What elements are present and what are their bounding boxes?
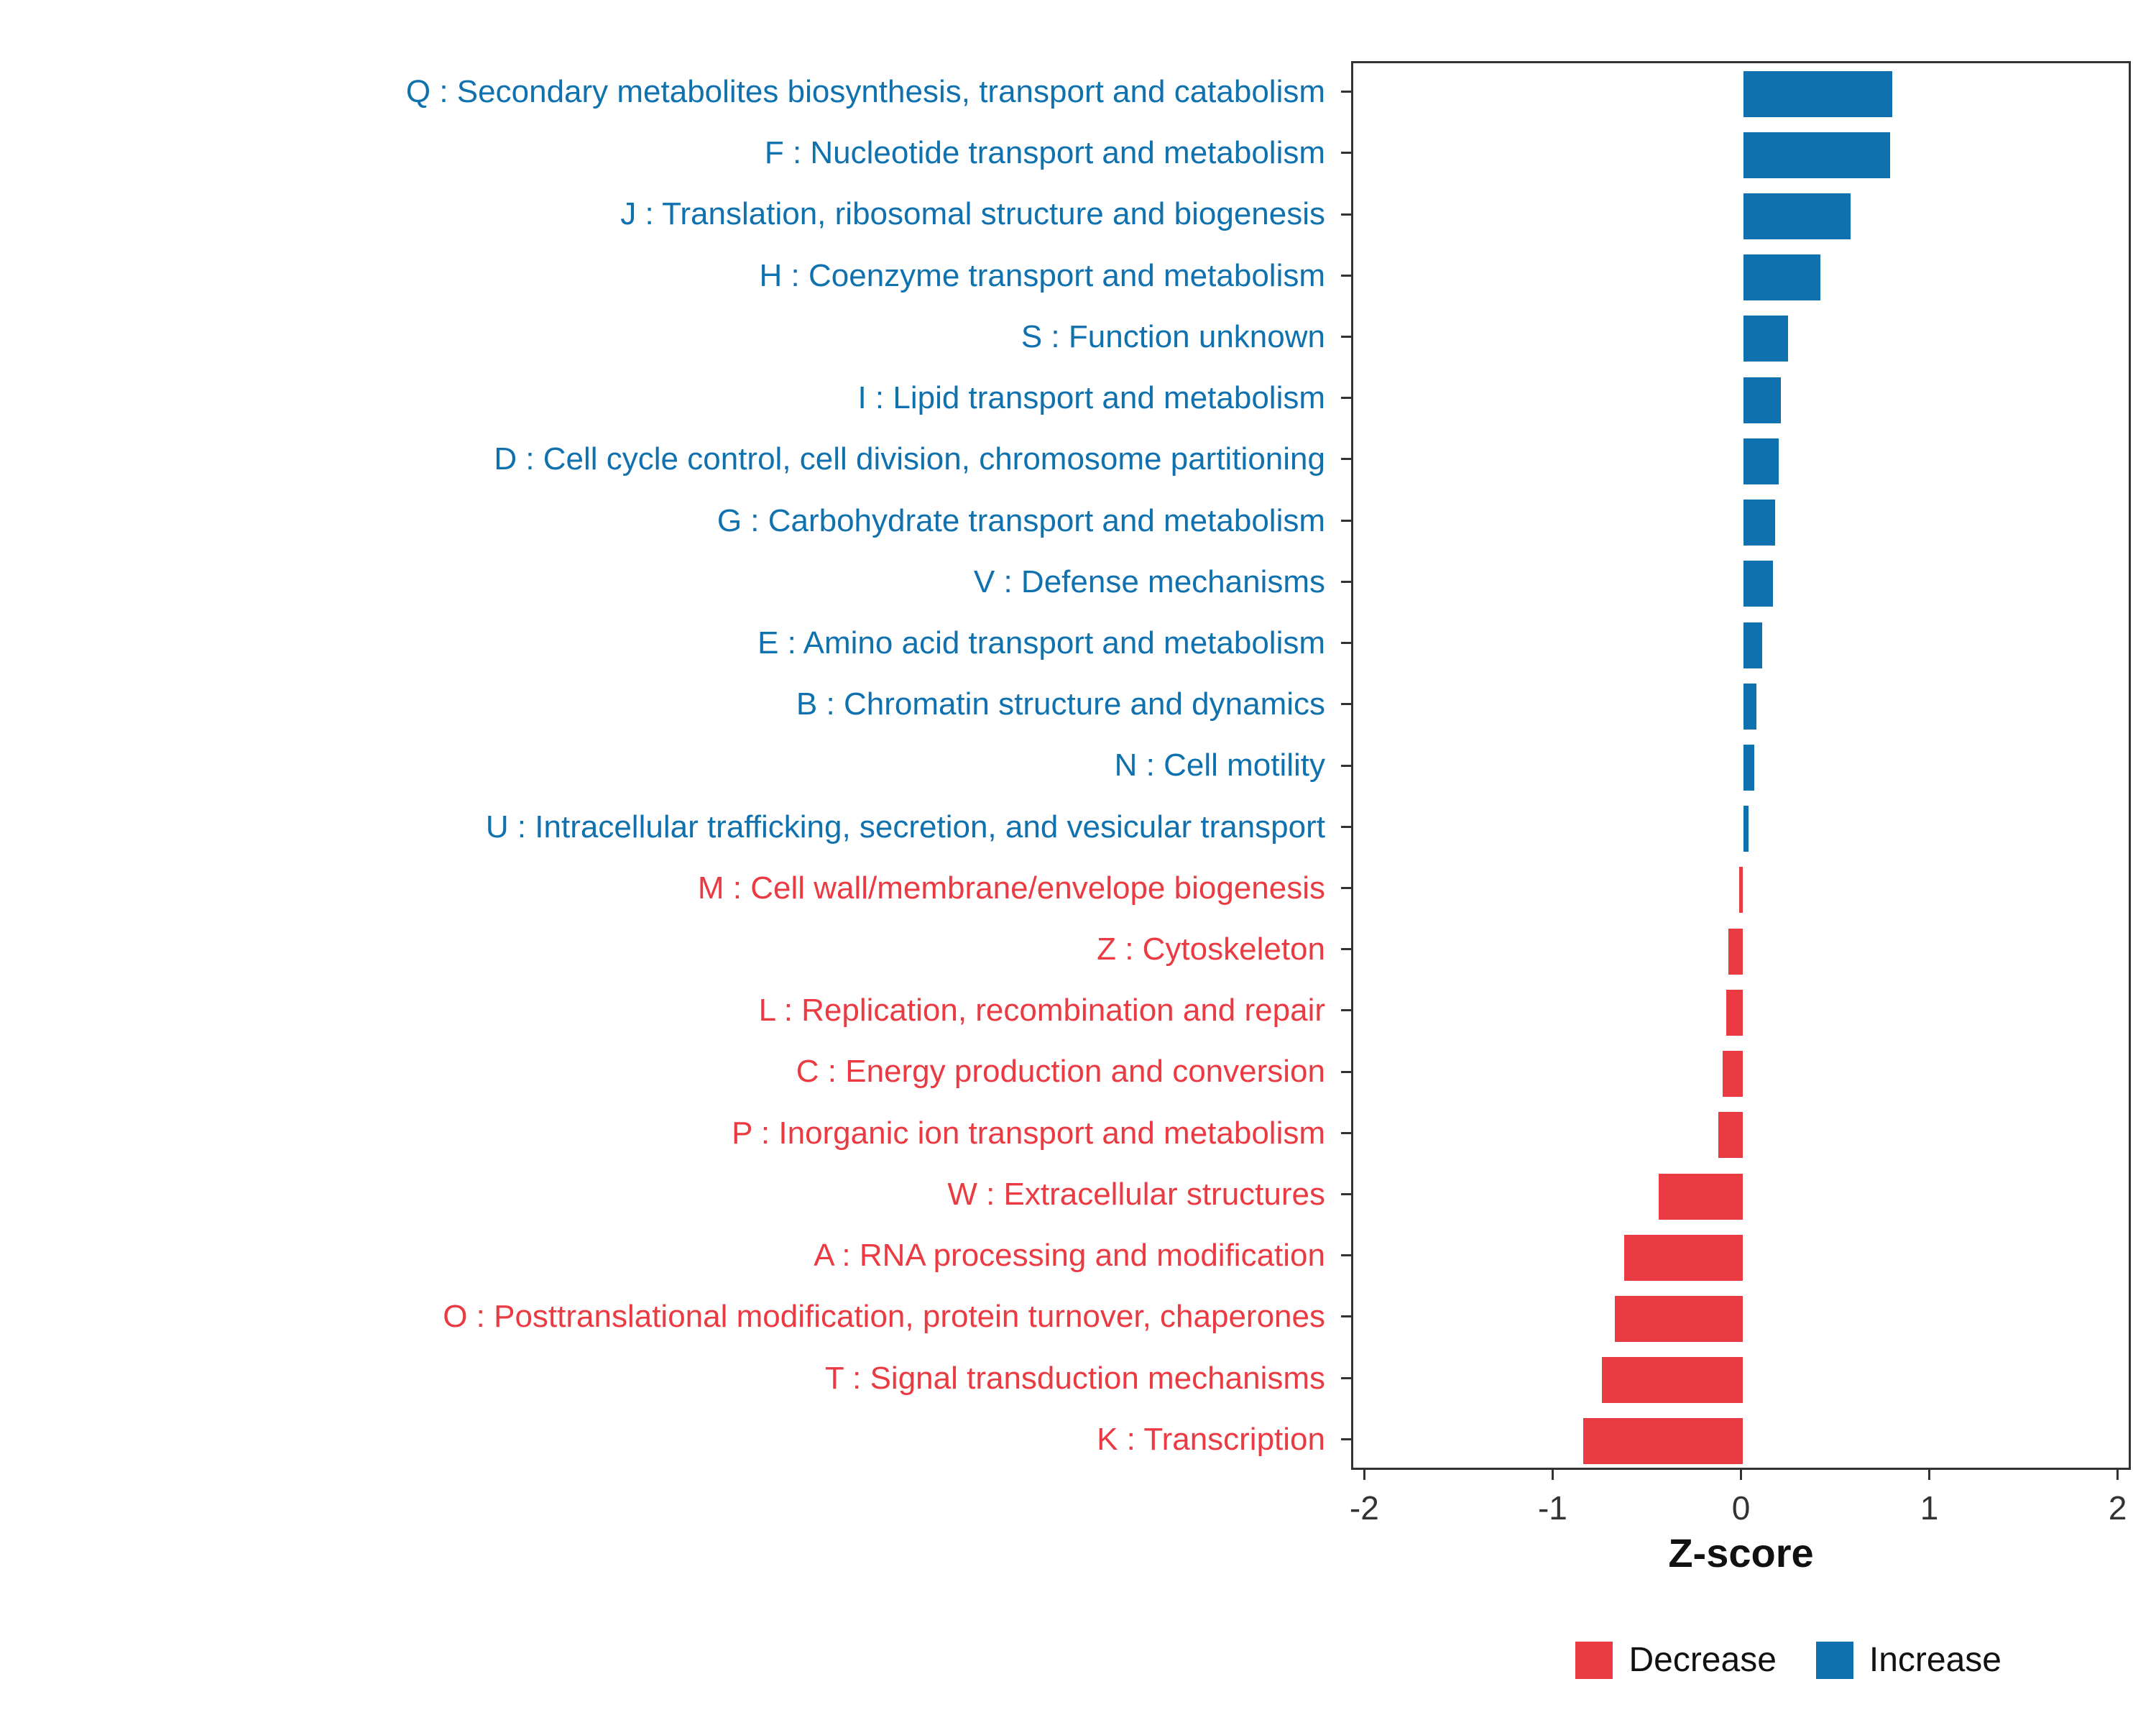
category-label: D : Cell cycle control, cell division, c…: [494, 441, 1325, 477]
y-tick-mark: [1341, 519, 1351, 522]
decrease-swatch-icon: [1575, 1641, 1613, 1679]
bar: [1718, 1112, 1743, 1159]
y-tick-mark: [1341, 1009, 1351, 1012]
bar: [1743, 806, 1749, 852]
y-tick-mark: [1341, 642, 1351, 645]
x-tick-label: -1: [1537, 1489, 1567, 1527]
category-label: O : Posttranslational modification, prot…: [443, 1299, 1325, 1335]
category-label: N : Cell motility: [1114, 748, 1325, 783]
bar: [1743, 316, 1789, 362]
bar: [1743, 438, 1779, 484]
bar: [1743, 561, 1774, 607]
category-label: G : Carbohydrate transport and metabolis…: [717, 502, 1325, 538]
bar: [1743, 193, 1851, 240]
bar: [1624, 1234, 1743, 1281]
bar: [1658, 1173, 1743, 1220]
bar: [1726, 989, 1743, 1036]
increase-swatch-icon: [1815, 1641, 1853, 1679]
y-tick-mark: [1341, 825, 1351, 828]
y-tick-mark: [1341, 152, 1351, 155]
category-label: Q : Secondary metabolites biosynthesis, …: [405, 74, 1325, 109]
y-tick-mark: [1341, 335, 1351, 338]
category-label: C : Energy production and conversion: [796, 1054, 1325, 1090]
category-label: L : Replication, recombination and repai…: [758, 993, 1325, 1029]
category-label: P : Inorganic ion transport and metaboli…: [732, 1115, 1325, 1151]
y-tick-mark: [1341, 1438, 1351, 1440]
bar: [1728, 928, 1743, 975]
y-tick-mark: [1341, 764, 1351, 767]
y-tick-mark: [1341, 948, 1351, 951]
x-tick-label: 0: [1731, 1489, 1751, 1527]
x-tick-mark: [1363, 1470, 1365, 1480]
bar: [1615, 1295, 1743, 1342]
y-tick-mark: [1341, 274, 1351, 277]
y-tick-mark: [1341, 886, 1351, 889]
bar: [1601, 1357, 1743, 1404]
bar: [1743, 70, 1892, 117]
bar: [1743, 745, 1755, 791]
bar: [1743, 622, 1762, 668]
category-label: I : Lipid transport and metabolism: [857, 380, 1325, 416]
legend-item-increase: Increase: [1815, 1640, 2001, 1680]
bar: [1739, 867, 1743, 914]
category-label: V : Defense mechanisms: [973, 564, 1325, 599]
bar: [1583, 1418, 1743, 1465]
legend-label-increase: Increase: [1869, 1641, 2001, 1679]
category-label: H : Coenzyme transport and metabolism: [759, 257, 1325, 293]
x-tick-mark: [2116, 1470, 2119, 1480]
y-tick-mark: [1341, 1315, 1351, 1318]
y-tick-mark: [1341, 703, 1351, 706]
bar: [1743, 377, 1781, 423]
y-tick-mark: [1341, 1254, 1351, 1257]
plot-panel: [1351, 61, 2131, 1470]
bar: [1743, 500, 1776, 546]
x-tick-mark: [1551, 1470, 1554, 1480]
bar: [1743, 132, 1890, 178]
y-tick-mark: [1341, 1376, 1351, 1379]
legend-item-decrease: Decrease: [1575, 1640, 1777, 1680]
y-axis-labels: Q : Secondary metabolites biosynthesis, …: [0, 61, 1338, 1470]
y-tick-mark: [1341, 458, 1351, 461]
legend: Decrease Increase: [1575, 1640, 2001, 1680]
bar: [1743, 254, 1820, 301]
category-label: E : Amino acid transport and metabolism: [757, 625, 1325, 661]
y-tick-mark: [1341, 1070, 1351, 1073]
category-label: M : Cell wall/membrane/envelope biogenes…: [697, 870, 1325, 906]
category-label: A : RNA processing and modification: [814, 1238, 1325, 1274]
x-tick-mark: [1928, 1470, 1931, 1480]
category-label: W : Extracellular structures: [947, 1176, 1325, 1212]
y-tick-mark: [1341, 1131, 1351, 1134]
x-axis-title: Z-score: [1668, 1530, 1814, 1576]
category-label: J : Translation, ribosomal structure and…: [620, 196, 1325, 232]
x-tick-mark: [1740, 1470, 1742, 1480]
y-tick-mark: [1341, 580, 1351, 583]
category-label: S : Function unknown: [1021, 318, 1325, 354]
x-tick-label: 2: [2108, 1489, 2127, 1527]
y-tick-mark: [1341, 213, 1351, 216]
y-tick-mark: [1341, 91, 1351, 93]
category-label: B : Chromatin structure and dynamics: [796, 686, 1325, 722]
y-tick-mark: [1341, 397, 1351, 400]
category-label: T : Signal transduction mechanisms: [824, 1360, 1325, 1396]
y-tick-mark: [1341, 1193, 1351, 1196]
x-tick-label: -2: [1349, 1489, 1379, 1527]
category-label: Z : Cytoskeleton: [1097, 932, 1325, 967]
x-tick-label: 1: [1920, 1489, 1939, 1527]
category-label: U : Intracellular trafficking, secretion…: [485, 809, 1325, 845]
bar: [1722, 1051, 1743, 1098]
category-label: F : Nucleotide transport and metabolism: [764, 135, 1325, 171]
legend-label-decrease: Decrease: [1628, 1641, 1777, 1679]
category-label: K : Transcription: [1097, 1421, 1325, 1457]
bar: [1743, 683, 1756, 730]
